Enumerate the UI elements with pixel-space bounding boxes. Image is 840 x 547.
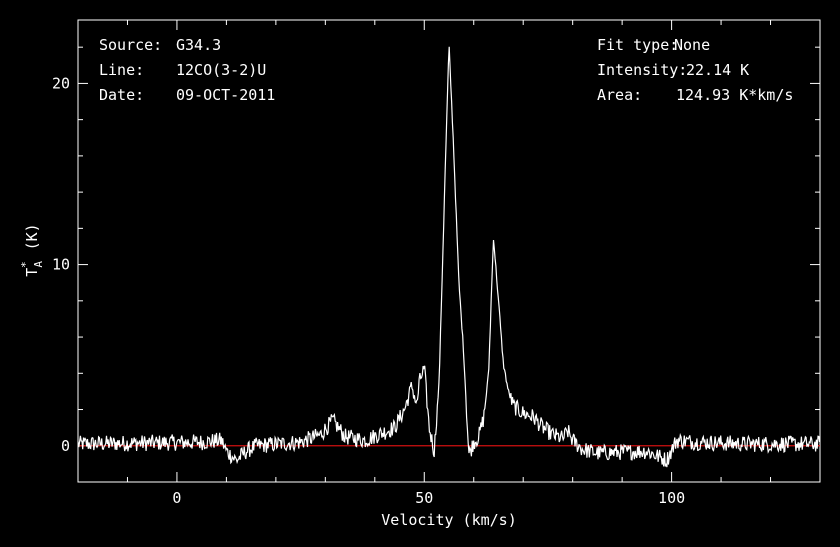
x-tick-label: 0 [172,489,181,507]
intensity-value: 22.14 K [686,61,749,79]
date-label: Date: [99,86,144,104]
y-tick-label: 10 [52,256,70,274]
y-axis-title-sup: * [19,261,32,268]
source-value: G34.3 [176,36,221,54]
date-value: 09-OCT-2011 [176,86,275,104]
source-label: Source: [99,36,162,54]
plot-frame [77,19,821,483]
y-tick-label: 0 [61,437,70,455]
area-value: 124.93 K*km/s [676,86,793,104]
line-label: Line: [99,61,144,79]
y-tick-label: 20 [52,74,70,92]
spectrum-series-line [77,46,821,468]
fit-type-label: Fit type: [597,36,678,54]
axis-ticks [77,20,821,482]
x-axis-title: Velocity (km/s) [381,511,516,529]
y-axis-title-t: T [23,268,41,277]
x-tick-label: 100 [658,489,685,507]
area-label: Area: [597,86,642,104]
fit-type-value: None [674,36,710,54]
y-axis-title: TA* (K) [19,223,45,276]
y-axis-title-unit: (K) [23,223,41,259]
svg-text:TA* (K): TA* (K) [19,223,45,276]
axis-tick-labels: 0 50 100 0 10 20 [52,74,685,507]
x-tick-label: 50 [415,489,433,507]
y-axis-title-sub: A [32,261,45,268]
line-value: 12CO(3-2)U [176,61,266,79]
intensity-label: Intensity: [597,61,687,79]
